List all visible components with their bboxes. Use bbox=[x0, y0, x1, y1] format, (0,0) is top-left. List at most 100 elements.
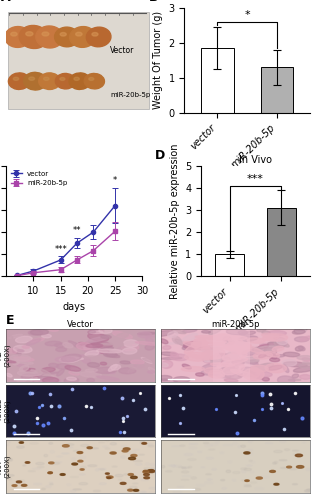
Ellipse shape bbox=[148, 492, 155, 494]
Ellipse shape bbox=[232, 360, 244, 365]
Y-axis label: TUNEL
(200X): TUNEL (200X) bbox=[0, 399, 10, 422]
Ellipse shape bbox=[10, 355, 30, 361]
Point bbox=[124, 412, 129, 420]
Ellipse shape bbox=[204, 368, 222, 374]
Ellipse shape bbox=[81, 444, 89, 446]
Ellipse shape bbox=[65, 366, 81, 371]
Ellipse shape bbox=[100, 482, 106, 484]
Ellipse shape bbox=[66, 358, 84, 360]
Ellipse shape bbox=[76, 32, 82, 36]
Ellipse shape bbox=[57, 456, 62, 457]
Ellipse shape bbox=[266, 334, 288, 341]
Ellipse shape bbox=[182, 467, 189, 468]
Text: B: B bbox=[149, 0, 159, 4]
Ellipse shape bbox=[91, 348, 105, 356]
FancyBboxPatch shape bbox=[213, 330, 250, 382]
Text: *: * bbox=[244, 10, 250, 20]
Ellipse shape bbox=[300, 336, 311, 342]
Ellipse shape bbox=[33, 468, 41, 469]
Circle shape bbox=[144, 474, 149, 476]
Ellipse shape bbox=[59, 356, 80, 362]
Ellipse shape bbox=[62, 452, 69, 454]
Ellipse shape bbox=[81, 346, 100, 354]
Point bbox=[68, 426, 73, 434]
Ellipse shape bbox=[220, 358, 248, 366]
Circle shape bbox=[274, 484, 279, 485]
Ellipse shape bbox=[80, 372, 101, 378]
Ellipse shape bbox=[227, 342, 251, 349]
Ellipse shape bbox=[220, 452, 224, 454]
Ellipse shape bbox=[28, 470, 35, 472]
Ellipse shape bbox=[224, 344, 244, 350]
Ellipse shape bbox=[194, 338, 226, 344]
Ellipse shape bbox=[135, 463, 142, 465]
Ellipse shape bbox=[55, 74, 75, 89]
Ellipse shape bbox=[131, 360, 144, 364]
Point bbox=[178, 391, 183, 399]
Ellipse shape bbox=[292, 330, 305, 334]
Ellipse shape bbox=[139, 454, 144, 456]
Ellipse shape bbox=[64, 378, 79, 384]
Circle shape bbox=[63, 444, 69, 447]
Ellipse shape bbox=[182, 366, 204, 372]
Ellipse shape bbox=[17, 379, 26, 382]
Ellipse shape bbox=[149, 487, 158, 489]
Ellipse shape bbox=[283, 352, 300, 356]
Ellipse shape bbox=[226, 329, 247, 335]
Text: miR-20b-5p: miR-20b-5p bbox=[110, 92, 151, 98]
X-axis label: days: days bbox=[63, 302, 86, 312]
Point bbox=[121, 414, 126, 422]
Ellipse shape bbox=[54, 27, 79, 47]
Ellipse shape bbox=[147, 444, 153, 446]
Point bbox=[36, 403, 41, 411]
Ellipse shape bbox=[82, 346, 93, 350]
Ellipse shape bbox=[134, 364, 144, 368]
Ellipse shape bbox=[239, 344, 265, 354]
Ellipse shape bbox=[223, 368, 238, 375]
Ellipse shape bbox=[28, 330, 43, 335]
Ellipse shape bbox=[268, 330, 286, 336]
Ellipse shape bbox=[8, 73, 30, 90]
Circle shape bbox=[143, 470, 148, 472]
Ellipse shape bbox=[145, 463, 149, 466]
Ellipse shape bbox=[56, 364, 70, 370]
Ellipse shape bbox=[182, 467, 187, 468]
Ellipse shape bbox=[163, 346, 171, 350]
Ellipse shape bbox=[115, 474, 123, 477]
Ellipse shape bbox=[208, 449, 215, 450]
Bar bbox=[267, 208, 295, 276]
Ellipse shape bbox=[250, 472, 254, 473]
Ellipse shape bbox=[269, 354, 277, 359]
Point bbox=[142, 405, 147, 413]
Ellipse shape bbox=[225, 368, 235, 378]
Y-axis label: Relative miR-20b-5p expression: Relative miR-20b-5p expression bbox=[170, 144, 180, 299]
Ellipse shape bbox=[121, 445, 127, 446]
Ellipse shape bbox=[67, 484, 71, 486]
Ellipse shape bbox=[277, 339, 287, 344]
Ellipse shape bbox=[254, 346, 278, 352]
Ellipse shape bbox=[49, 482, 53, 484]
Ellipse shape bbox=[25, 368, 35, 372]
Ellipse shape bbox=[165, 470, 172, 472]
Ellipse shape bbox=[105, 439, 110, 442]
Ellipse shape bbox=[104, 352, 117, 357]
Ellipse shape bbox=[220, 358, 227, 363]
Ellipse shape bbox=[39, 73, 60, 90]
Ellipse shape bbox=[258, 344, 269, 348]
Ellipse shape bbox=[146, 338, 153, 342]
Ellipse shape bbox=[183, 342, 210, 349]
Ellipse shape bbox=[85, 350, 99, 356]
Ellipse shape bbox=[203, 352, 220, 359]
Title: Vector: Vector bbox=[67, 320, 94, 328]
Ellipse shape bbox=[215, 354, 228, 356]
Text: Vector: Vector bbox=[110, 46, 135, 55]
Ellipse shape bbox=[295, 337, 309, 342]
Circle shape bbox=[142, 442, 146, 444]
Ellipse shape bbox=[36, 368, 50, 376]
Ellipse shape bbox=[228, 338, 244, 345]
Ellipse shape bbox=[177, 486, 184, 488]
Ellipse shape bbox=[232, 346, 251, 352]
Ellipse shape bbox=[50, 450, 54, 453]
Ellipse shape bbox=[101, 347, 113, 350]
Ellipse shape bbox=[233, 472, 240, 474]
